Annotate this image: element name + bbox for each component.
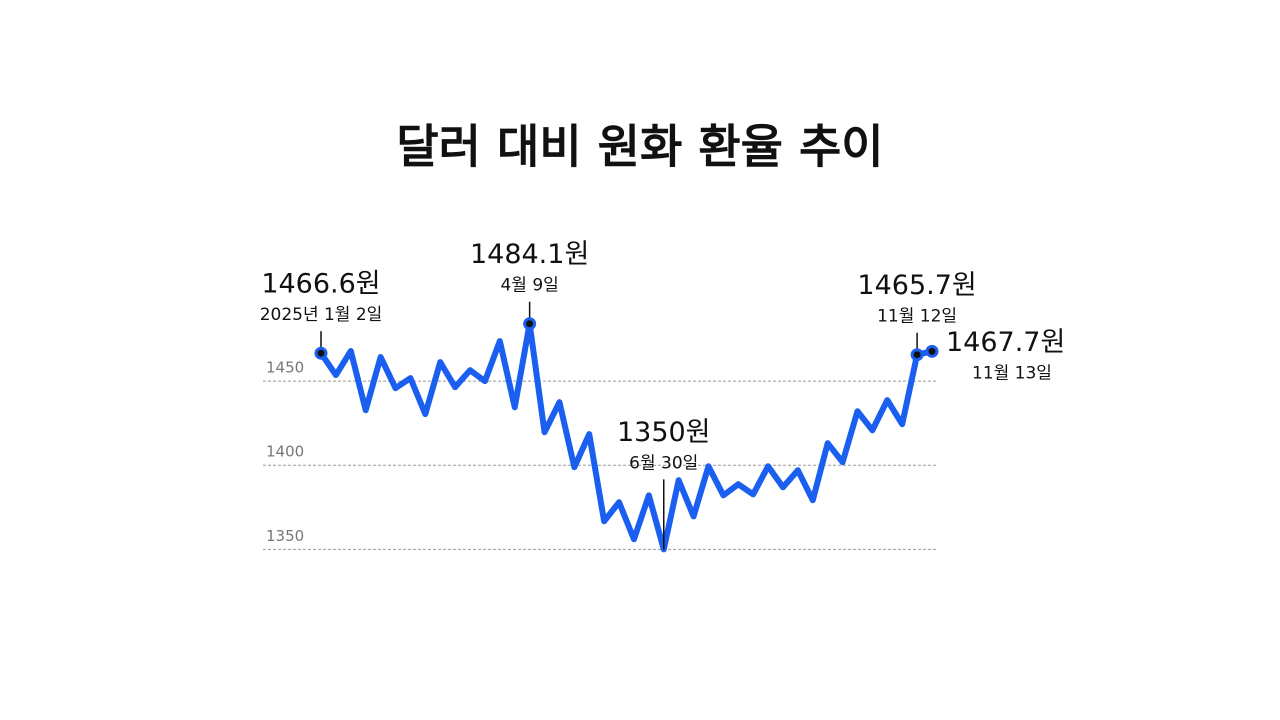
value-label: 1465.7원	[857, 270, 976, 301]
y-tick-label: 1450	[266, 359, 304, 377]
point-marker	[314, 346, 328, 360]
date-label: 11월 12일	[877, 307, 957, 327]
point-marker	[910, 348, 924, 362]
date-label: 4월 9일	[500, 276, 558, 296]
date-label: 11월 13일	[972, 363, 1052, 383]
point-marker	[925, 344, 939, 358]
value-label: 1466.6원	[261, 269, 380, 300]
date-label: 2025년 1월 2일	[260, 305, 383, 325]
chart-title: 달러 대비 원화 환율 추이	[396, 120, 883, 174]
value-label: 1484.1원	[470, 239, 589, 270]
y-tick-label: 1400	[266, 443, 304, 461]
point-marker	[523, 317, 537, 331]
value-label: 1467.7원	[946, 327, 1065, 358]
value-label: 1350원	[617, 417, 711, 448]
date-label: 6월 30일	[629, 453, 698, 473]
line	[318, 320, 935, 553]
y-tick-label: 1350	[266, 527, 304, 545]
